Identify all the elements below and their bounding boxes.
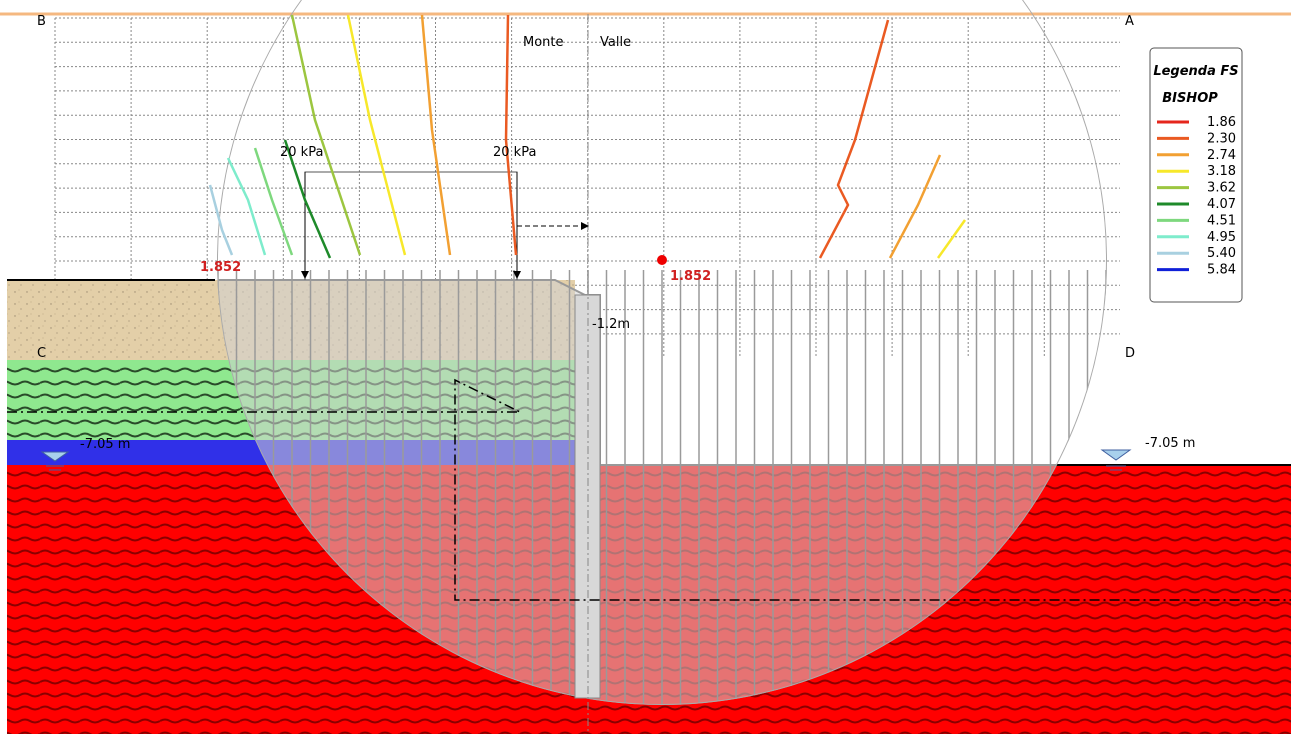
legend: Legenda FS BISHOP 1.862.302.743.183.624.…: [1150, 48, 1242, 302]
legend-title: Legenda FS: [1153, 64, 1238, 79]
fs-curve: [890, 155, 940, 258]
legend-label: 4.95: [1207, 230, 1236, 245]
fs-curve: [348, 15, 405, 255]
corner-label: C: [37, 346, 46, 361]
legend-label: 3.62: [1207, 181, 1236, 196]
center-point: [657, 255, 667, 265]
fs-curve: [292, 15, 360, 255]
fs-curve: [938, 220, 965, 258]
side-label: Valle: [600, 35, 631, 50]
legend-label: 5.84: [1207, 263, 1236, 278]
fs-curve: [210, 185, 232, 255]
legend-label: 2.74: [1207, 148, 1236, 163]
legend-label: 3.18: [1207, 164, 1236, 179]
fs-curve: [506, 15, 516, 255]
fs-curve: [228, 158, 265, 255]
fs-label: 1.852: [200, 260, 241, 275]
legend-label: 5.40: [1207, 246, 1236, 261]
water-label: -7.05 m: [80, 437, 130, 452]
water-label: -7.05 m: [1145, 436, 1195, 451]
fs-label: 1.852: [670, 269, 711, 284]
corner-label: D: [1125, 346, 1135, 361]
load-label: 20 kPa: [493, 145, 536, 160]
screen: B A C D Monte Valle 20 kPa 20 kPa 1.852 …: [0, 0, 1291, 734]
legend-label: 2.30: [1207, 131, 1236, 146]
side-label: Monte: [523, 35, 564, 50]
section-view: B A C D Monte Valle 20 kPa 20 kPa 1.852 …: [0, 0, 1291, 734]
legend-label: 1.86: [1207, 115, 1236, 130]
corner-label: A: [1125, 14, 1134, 29]
legend-label: 4.07: [1207, 197, 1236, 212]
load-label: 20 kPa: [280, 145, 323, 160]
wall-label: -1.2m: [592, 317, 630, 332]
legend-method: BISHOP: [1162, 91, 1218, 106]
legend-label: 4.51: [1207, 213, 1236, 228]
corner-label: B: [37, 14, 46, 29]
fs-curve: [820, 20, 888, 258]
